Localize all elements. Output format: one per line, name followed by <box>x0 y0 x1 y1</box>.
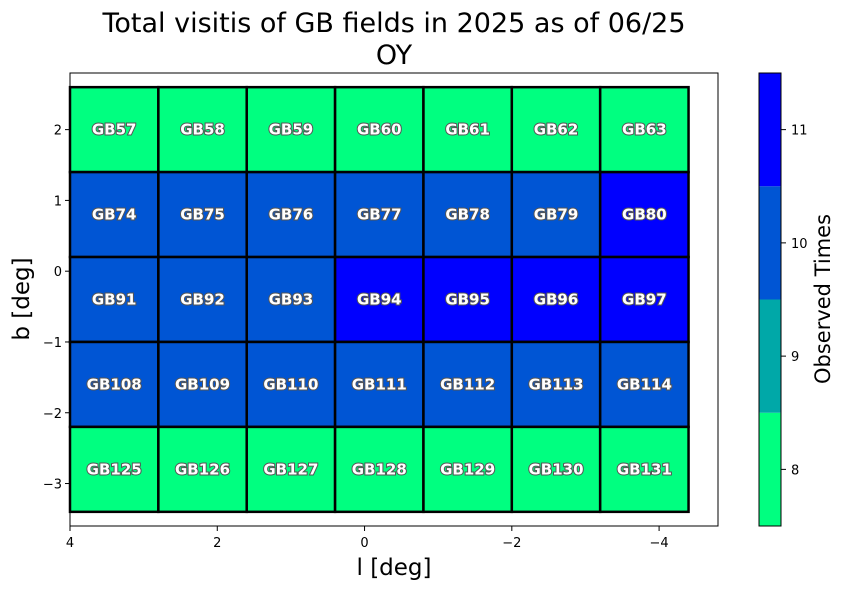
colorbar-segment <box>759 299 781 413</box>
field-label: GB77 <box>357 206 402 224</box>
field-label: GB79 <box>534 206 579 224</box>
field-label: GB113 <box>528 375 583 393</box>
field-cell <box>510 425 602 514</box>
x-tick-label: 4 <box>66 536 74 551</box>
field-label: GB96 <box>534 291 579 309</box>
field-label: GB75 <box>180 206 225 224</box>
field-cell <box>510 255 602 344</box>
field-cell <box>245 255 337 344</box>
y-tick-label: 0 <box>54 265 62 280</box>
x-tick-label: 0 <box>360 536 368 551</box>
heatmap-cells <box>68 85 690 514</box>
field-cell <box>598 255 690 344</box>
colorbar-segment <box>759 73 781 187</box>
field-cell <box>510 340 602 429</box>
field-label: GB74 <box>92 206 137 224</box>
y-tick-label: 2 <box>54 124 62 139</box>
colorbar-tick-label: 8 <box>791 463 799 478</box>
plot-frame <box>69 72 719 527</box>
field-label: GB128 <box>352 460 407 478</box>
field-label: GB61 <box>445 121 490 139</box>
colorbar-segment <box>759 186 781 300</box>
field-label: GB109 <box>175 375 230 393</box>
field-cell <box>422 255 514 344</box>
field-label: GB63 <box>622 121 667 139</box>
y-tick-label: 1 <box>54 194 62 209</box>
colorbar-segment <box>759 412 781 526</box>
x-tick-label: 2 <box>213 536 221 551</box>
field-label: GB125 <box>87 460 142 478</box>
field-label: GB131 <box>617 460 672 478</box>
chart-subtitle: OY <box>376 40 413 71</box>
field-label: GB114 <box>617 375 672 393</box>
y-tick-label: −3 <box>43 478 62 493</box>
field-label: GB97 <box>622 291 667 309</box>
field-label: GB130 <box>528 460 583 478</box>
field-cell <box>68 425 160 514</box>
colorbar-frame <box>758 72 782 527</box>
field-label: GB58 <box>180 121 225 139</box>
x-axis-label: l [deg] <box>357 555 432 581</box>
field-label: GB127 <box>263 460 318 478</box>
colorbar-tick-label: 11 <box>791 124 808 139</box>
y-tick-label: −2 <box>43 407 62 422</box>
colorbar-ticks: 8 9 10 11 <box>781 124 808 478</box>
field-label: GB92 <box>180 291 225 309</box>
field-label: GB112 <box>440 375 495 393</box>
field-cell <box>598 170 690 259</box>
colorbar-tick-label: 9 <box>791 350 799 365</box>
x-tick-label: −4 <box>650 536 669 551</box>
field-label: GB76 <box>269 206 314 224</box>
y-axis-ticks: 2 1 0 −1 −2 −3 <box>43 124 70 493</box>
x-tick-label: −2 <box>502 536 521 551</box>
field-cell <box>157 255 248 344</box>
colorbar <box>759 73 781 526</box>
field-label: GB57 <box>92 121 137 139</box>
field-label: GB93 <box>269 291 314 309</box>
colorbar-label: Observed Times <box>811 214 835 384</box>
chart-title: Total visitis of GB fields in 2025 as of… <box>101 8 685 39</box>
field-label: GB91 <box>92 291 137 309</box>
field-cell <box>68 340 160 429</box>
y-tick-label: −1 <box>43 336 62 351</box>
field-label: GB78 <box>445 206 490 224</box>
field-cell <box>333 255 425 344</box>
field-label: GB60 <box>357 121 402 139</box>
field-labels: GB57 GB58 GB59 GB60 GB61 GB62 GB63 GB74 GB75 GB76… <box>86 120 673 480</box>
field-label: GB95 <box>445 291 490 309</box>
field-cell <box>157 340 248 429</box>
field-cell <box>245 170 337 259</box>
field-cell <box>245 425 337 514</box>
field-label: GB129 <box>440 460 495 478</box>
field-cell <box>598 425 690 514</box>
colorbar-tick-label: 10 <box>791 237 808 252</box>
field-label: GB110 <box>263 375 318 393</box>
y-axis-label: b [deg] <box>9 257 35 340</box>
field-cell <box>422 170 514 259</box>
field-label: GB108 <box>87 375 142 393</box>
field-label: GB80 <box>622 206 667 224</box>
field-label: GB62 <box>534 121 579 139</box>
field-label: GB111 <box>352 375 407 393</box>
field-label: GB94 <box>357 291 402 309</box>
field-cell <box>157 85 248 174</box>
field-cell <box>510 85 602 174</box>
field-label: GB126 <box>175 460 230 478</box>
field-label: GB59 <box>269 121 314 139</box>
x-axis-ticks: 4 2 0 −2 −4 <box>66 526 669 551</box>
field-cell <box>598 340 690 429</box>
